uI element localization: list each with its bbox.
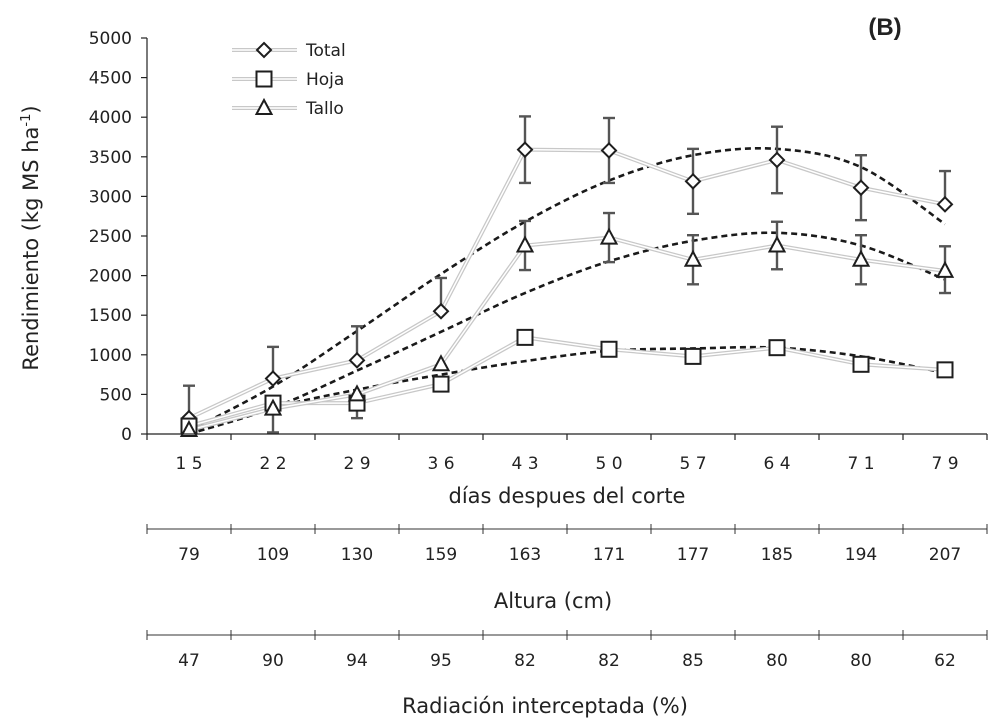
x-tick-label: 2 2 <box>259 454 286 474</box>
y-axis-title-main: Rendimiento (kg MS ha <box>19 127 43 371</box>
radiacion-value: 95 <box>430 651 452 671</box>
altura-value: 185 <box>761 545 793 565</box>
series-lines <box>188 147 946 432</box>
data-point-tallo <box>851 249 871 267</box>
data-point-tallo <box>179 419 199 438</box>
x-tick-label: 7 9 <box>931 454 958 474</box>
data-point-hoja <box>516 328 534 346</box>
data-point-tallo <box>767 235 787 253</box>
y-tick-label: 4500 <box>89 69 132 89</box>
data-point-hoja <box>684 347 702 365</box>
y-tick-label: 4000 <box>89 108 132 128</box>
x-tick-label: 3 6 <box>427 454 454 474</box>
legend-label-tallo: Tallo <box>305 99 344 119</box>
y-tick-label: 3000 <box>89 187 132 207</box>
y-tick-label: 0 <box>121 425 132 445</box>
altura-value: 130 <box>341 545 373 565</box>
data-point-tallo <box>347 384 367 402</box>
error-bars <box>183 115 951 434</box>
radiacion-value: 62 <box>934 651 956 671</box>
axes: 0 500 1000 1500 2000 2500 3000 3500 4000 4500 5000… <box>89 29 988 671</box>
radiacion-value: 90 <box>262 651 284 671</box>
altura-axis-title: Altura (cm) <box>494 589 612 613</box>
series-line-inner-tallo <box>188 236 946 431</box>
altura-value: 171 <box>593 545 625 565</box>
data-point-total <box>516 141 534 159</box>
x-tick-label: 5 7 <box>679 454 706 474</box>
data-markers <box>179 141 955 438</box>
x-tick-label: 1 5 <box>175 454 202 474</box>
altura-value: 177 <box>677 545 709 565</box>
radiacion-value: 82 <box>514 651 536 671</box>
trend-line-total <box>188 146 946 432</box>
x-tick-label: 7 1 <box>847 454 874 474</box>
trend-line-tallo <box>188 231 946 436</box>
x-tick-label: 2 9 <box>343 454 370 474</box>
data-point-total <box>936 195 954 213</box>
y-tick-label: 5000 <box>89 29 132 49</box>
data-point-tallo <box>431 354 451 372</box>
data-point-tallo <box>935 260 955 278</box>
radiacion-value: 47 <box>178 651 200 671</box>
altura-value: 159 <box>425 545 457 565</box>
data-point-total <box>432 302 450 320</box>
data-point-tallo <box>263 398 283 416</box>
legend-marker-tallo <box>254 97 274 115</box>
data-point-total <box>264 370 282 387</box>
legend-marker-hoja <box>255 70 273 88</box>
data-point-hoja <box>432 375 450 393</box>
series-line-hoja <box>188 335 946 429</box>
y-tick-label: 2500 <box>89 227 132 247</box>
y-tick-label: 1500 <box>89 306 132 326</box>
altura-value: 79 <box>178 545 200 565</box>
radiacion-value: 80 <box>850 651 872 671</box>
data-point-total <box>852 179 870 197</box>
x-tick-label: 6 4 <box>763 454 790 474</box>
data-point-total <box>768 151 786 169</box>
x-tick-label: 4 3 <box>511 454 538 474</box>
data-point-tallo <box>515 235 535 253</box>
data-point-hoja <box>600 340 618 358</box>
data-point-hoja <box>852 355 870 373</box>
radiacion-value: 80 <box>766 651 788 671</box>
panel-label: (B) <box>868 14 901 41</box>
y-tick-label: 500 <box>100 385 132 405</box>
series-line-inner-total <box>188 148 946 419</box>
legend-label-hoja: Hoja <box>306 70 344 90</box>
trend-lines <box>188 146 946 436</box>
trend-line-hoja <box>188 345 946 436</box>
legend-marker-total <box>255 41 273 59</box>
altura-value: 163 <box>509 545 541 565</box>
altura-value: 109 <box>257 545 289 565</box>
data-point-total <box>348 351 366 369</box>
data-point-hoja <box>768 339 786 357</box>
y-axis-title-superscript: -1 <box>19 114 34 127</box>
data-point-total <box>684 172 702 190</box>
radiacion-value: 94 <box>346 651 368 671</box>
y-tick-label: 3500 <box>89 148 132 168</box>
radiacion-axis-title: Radiación interceptada (%) <box>402 694 688 718</box>
altura-value: 194 <box>845 545 877 565</box>
legend-label-total: Total <box>305 41 346 61</box>
legend: Total Hoja Tallo <box>232 41 346 119</box>
x-axis-title: días despues del corte <box>449 484 686 508</box>
altura-value: 207 <box>929 545 961 565</box>
y-tick-label: 1000 <box>89 346 132 366</box>
data-point-hoja <box>936 361 954 379</box>
series-line-total <box>188 147 946 420</box>
series-line-inner-hoja <box>188 336 946 427</box>
y-axis-title-close: ) <box>19 105 43 113</box>
data-point-tallo <box>599 227 619 245</box>
data-point-tallo <box>683 249 703 267</box>
radiacion-value: 82 <box>598 651 620 671</box>
data-point-total <box>600 142 618 159</box>
y-tick-label: 2000 <box>89 267 132 287</box>
radiacion-value: 85 <box>682 651 704 671</box>
x-tick-label: 5 0 <box>595 454 622 474</box>
y-axis-title: Rendimiento (kg MS ha-1) <box>19 105 43 370</box>
